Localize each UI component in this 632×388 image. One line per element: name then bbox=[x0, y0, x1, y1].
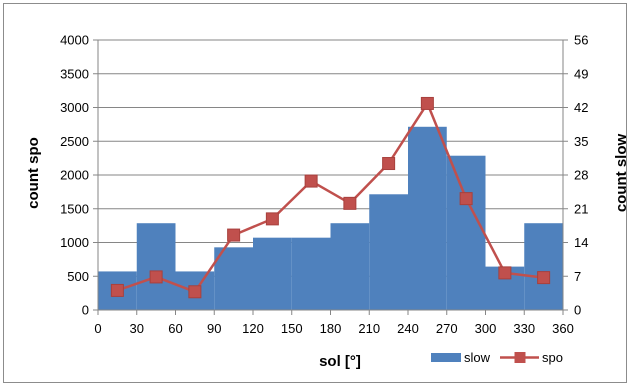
spo-point-315 bbox=[498, 266, 512, 280]
x-tick-label-150: 150 bbox=[281, 321, 303, 336]
x-tick-label-300: 300 bbox=[475, 321, 497, 336]
spo-point-195 bbox=[343, 196, 357, 210]
spo-point-15 bbox=[110, 283, 124, 297]
spo-point-255 bbox=[420, 96, 434, 110]
y-left-tick-label-3500: 3500 bbox=[60, 66, 89, 81]
bar-slow-90 bbox=[214, 247, 253, 310]
y-right-tick-label-42: 42 bbox=[574, 100, 588, 115]
bar-slow-180 bbox=[330, 223, 370, 310]
spo-point-45 bbox=[149, 270, 163, 284]
x-tick-label-360: 360 bbox=[552, 321, 574, 336]
spo-point-75 bbox=[188, 285, 202, 299]
y-right-tick-label-7: 7 bbox=[574, 269, 581, 284]
y-left-tick-label-4000: 4000 bbox=[60, 33, 89, 48]
x-tick-label-60: 60 bbox=[168, 321, 182, 336]
bar-slow-30 bbox=[136, 223, 176, 310]
axes bbox=[93, 39, 568, 315]
y-left-tick-label-500: 500 bbox=[67, 269, 89, 284]
y-right-tick-label-28: 28 bbox=[574, 168, 588, 183]
bar-slow-210 bbox=[369, 194, 408, 310]
y-right-tick-label-49: 49 bbox=[574, 66, 588, 81]
y-left-tick-label-1000: 1000 bbox=[60, 235, 89, 250]
chart-frame bbox=[3, 3, 627, 383]
y-axis-right-title: count slow bbox=[613, 134, 630, 213]
y-right-tick-label-0: 0 bbox=[574, 303, 581, 318]
spo-point-345 bbox=[537, 271, 551, 285]
legend-spo-label: spo bbox=[542, 350, 563, 365]
bar-slow-240 bbox=[408, 126, 447, 311]
spo-line bbox=[110, 96, 551, 299]
bar-slow-330 bbox=[524, 223, 563, 310]
bar-slow-150 bbox=[291, 237, 331, 310]
x-tick-label-240: 240 bbox=[397, 321, 419, 336]
legend-slow-label: slow bbox=[464, 350, 491, 365]
tick-labels: 0 30 60 90 120 150 180 210 240 270 300 330 360050010… bbox=[60, 33, 588, 337]
x-tick-label-330: 330 bbox=[513, 321, 535, 336]
y-right-tick-label-35: 35 bbox=[574, 134, 588, 149]
spo-point-165 bbox=[304, 174, 318, 188]
bar-slow-120 bbox=[253, 237, 292, 310]
y-left-tick-label-2000: 2000 bbox=[60, 168, 89, 183]
y-left-tick-label-2500: 2500 bbox=[60, 134, 89, 149]
y-left-tick-label-3000: 3000 bbox=[60, 100, 89, 115]
bar-slow-270 bbox=[446, 155, 486, 310]
x-axis-title: sol [°] bbox=[319, 353, 361, 370]
legend-spo-marker bbox=[514, 352, 526, 363]
legend: slow spo bbox=[431, 350, 563, 365]
legend-slow-swatch bbox=[431, 353, 461, 362]
y-right-tick-label-14: 14 bbox=[574, 235, 588, 250]
x-tick-label-270: 270 bbox=[436, 321, 458, 336]
x-tick-label-180: 180 bbox=[320, 321, 342, 336]
x-tick-label-90: 90 bbox=[207, 321, 221, 336]
x-tick-label-30: 30 bbox=[130, 321, 144, 336]
spo-point-225 bbox=[382, 157, 396, 171]
spo-point-135 bbox=[265, 212, 279, 226]
spo-point-285 bbox=[459, 192, 473, 206]
x-tick-label-120: 120 bbox=[242, 321, 264, 336]
y-left-tick-label-1500: 1500 bbox=[60, 201, 89, 216]
x-tick-label-210: 210 bbox=[358, 321, 380, 336]
y-right-tick-label-21: 21 bbox=[574, 201, 588, 216]
y-axis-left-title: count spo bbox=[25, 137, 42, 209]
y-left-tick-label-0: 0 bbox=[82, 303, 89, 318]
spo-point-105 bbox=[227, 228, 241, 242]
x-tick-label-0: 0 bbox=[94, 321, 101, 336]
y-right-tick-label-56: 56 bbox=[574, 33, 588, 48]
